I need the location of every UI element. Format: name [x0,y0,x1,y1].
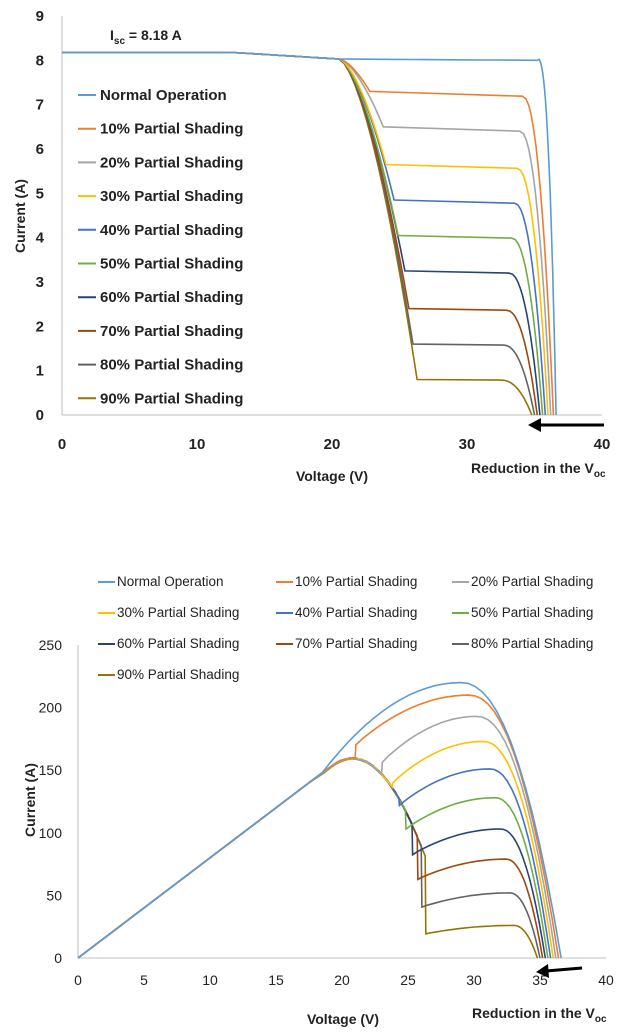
pv-x-axis-title: Voltage (V) [307,1011,379,1027]
pv-legend-entry: 80% Partial Shading [471,636,593,651]
pv-x-tick: 40 [598,972,614,988]
pv-legend-entry: 60% Partial Shading [117,636,239,651]
pv-legend-entry: Normal Operation [117,574,224,589]
pv-x-tick: 5 [140,972,148,988]
iv-legend-entry: 30% Partial Shading [100,188,243,205]
pv-chart: 0 50 100 150 200 250 0 5 10 15 20 25 30 35 40 Normal … [22,574,614,1027]
pv-x-tick: 15 [268,972,284,988]
iv-legend-entry: 80% Partial Shading [100,357,243,374]
pv-y-tick: 250 [39,637,63,653]
iv-legend-entry: 70% Partial Shading [100,323,243,340]
pv-series-line-20-partial-shading [77,715,557,959]
pv-legend-entry: 20% Partial Shading [471,574,593,589]
pv-voc-arrow [536,964,583,978]
pv-y-tick: 0 [54,950,62,966]
pv-y-tick: 100 [39,825,63,841]
iv-legend-entry: 50% Partial Shading [100,256,243,273]
iv-legend-entry: 20% Partial Shading [100,154,243,171]
iv-y-tick: 4 [36,230,45,247]
iv-voc-label: Reduction in the Voc [471,460,606,480]
iv-x-tick: 30 [459,436,476,453]
pv-legend-entry: 10% Partial Shading [295,574,417,589]
pv-x-tick: 35 [532,972,548,988]
pv-y-tick: 200 [39,700,63,716]
pv-legend-entry: 50% Partial Shading [471,605,593,620]
iv-x-tick: 40 [594,436,611,453]
pv-series-line-10-partial-shading [77,694,560,959]
iv-y-tick: 2 [36,318,44,335]
pv-x-tick: 10 [202,972,218,988]
iv-x-tick: 10 [189,436,206,453]
pv-legend-entry: 70% Partial Shading [295,636,417,651]
iv-chart: 0 1 2 3 4 5 6 7 8 9 0 10 20 30 40 Normal Operation 10%… [12,8,610,484]
iv-x-tick: 20 [324,436,341,453]
pv-series-line-60-partial-shading [77,757,547,959]
iv-legend-entry: 40% Partial Shading [100,222,243,239]
pv-voc-label: Reduction in the Voc [472,1005,607,1025]
pv-series-line-normal-operation [77,681,562,959]
pv-series-line-70-partial-shading [77,757,544,959]
iv-legend-entry: 10% Partial Shading [100,121,243,138]
pv-legend-entry: 30% Partial Shading [117,605,239,620]
iv-x-tick: 0 [58,436,66,453]
iv-x-axis-title: Voltage (V) [296,468,368,484]
iv-y-tick: 8 [36,52,44,69]
pv-x-tick: 30 [466,972,482,988]
iv-y-tick: 1 [36,363,44,380]
pv-y-axis-title: Current (A) [22,763,38,837]
iv-series-line-normal-operation [62,51,557,416]
iv-y-tick: 0 [36,407,44,424]
pv-legend-entry: 90% Partial Shading [117,667,239,682]
iv-y-tick: 3 [36,274,44,291]
iv-y-tick: 7 [36,97,44,114]
iv-y-tick: 9 [36,8,44,25]
pv-series-line-90-partial-shading [77,757,539,959]
pv-y-tick: 50 [46,887,62,903]
iv-y-tick: 6 [36,141,44,158]
isc-annotation: Isc = 8.18 A [110,27,182,47]
pv-x-tick: 25 [400,972,416,988]
iv-y-axis-title: Current (A) [12,179,28,253]
pv-x-tick: 20 [334,972,350,988]
iv-y-tick: 5 [36,185,44,202]
pv-series-line-40-partial-shading [77,756,552,959]
pv-x-tick: 0 [74,972,82,988]
iv-legend-entry: 90% Partial Shading [100,390,243,407]
pv-legend-entry: 40% Partial Shading [295,605,417,620]
pv-series-line-50-partial-shading [77,757,549,959]
iv-legend-entry: Normal Operation [100,87,227,104]
pv-series-line-30-partial-shading [77,740,554,959]
pv-y-tick: 150 [39,762,63,778]
iv-voc-arrow [528,418,604,432]
iv-legend-entry: 60% Partial Shading [100,289,243,306]
